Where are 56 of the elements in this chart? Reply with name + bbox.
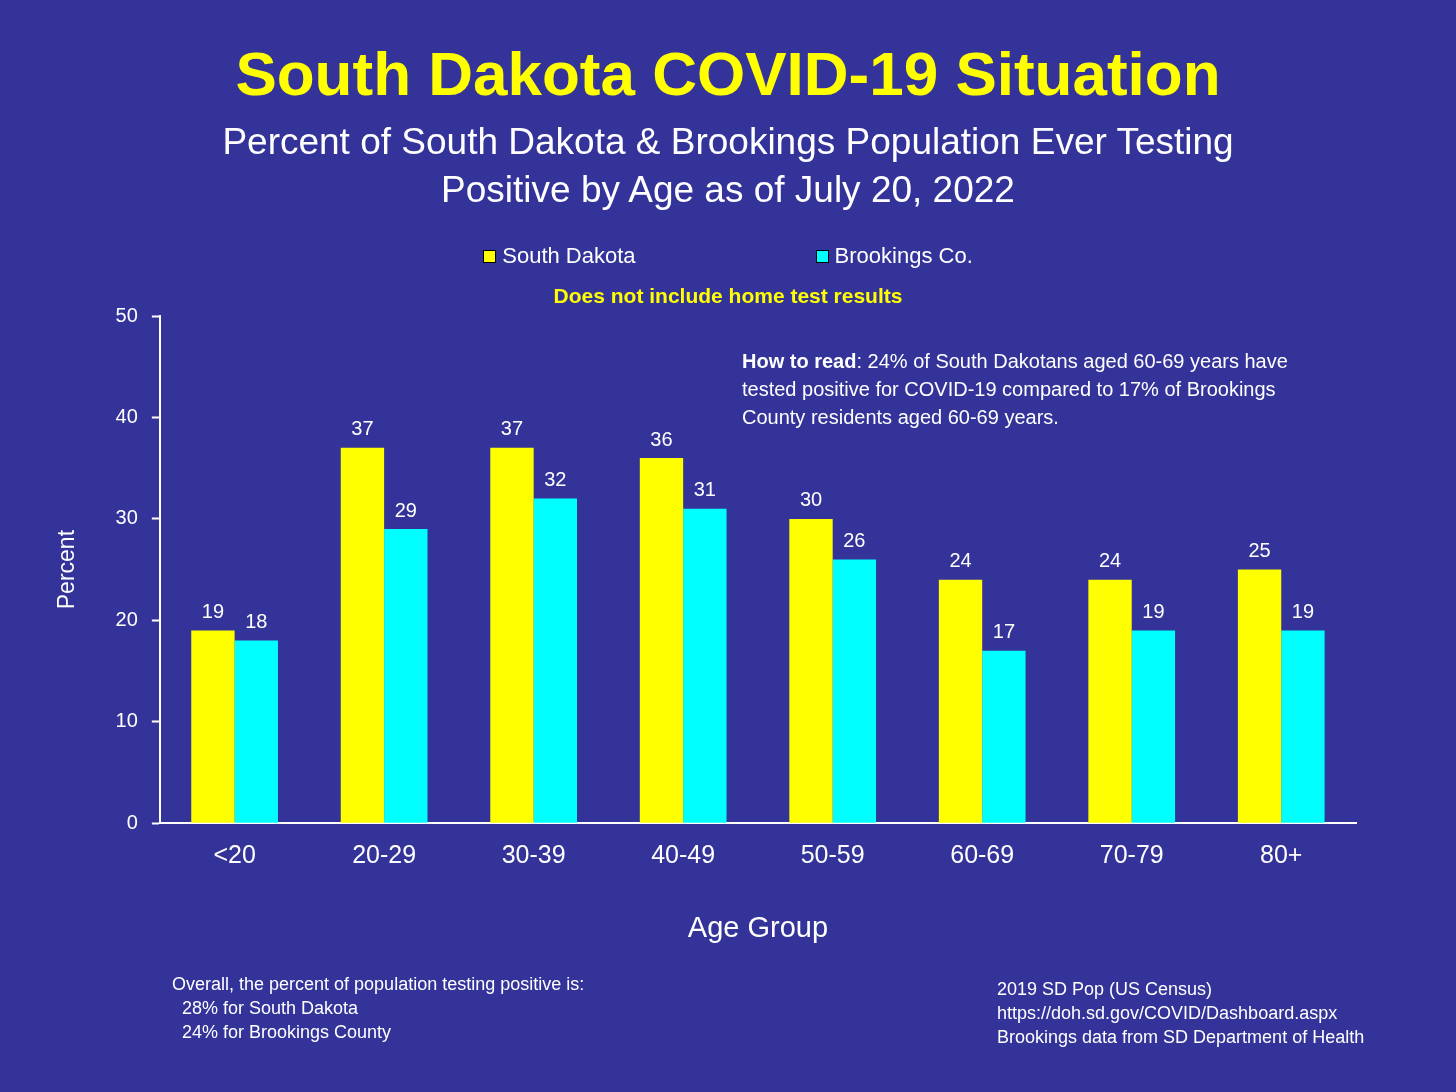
bar: [639, 458, 684, 823]
data-label: 29: [394, 498, 417, 521]
data-label: 24: [949, 549, 972, 572]
x-tick-label: 30-39: [501, 840, 566, 869]
chart-title: South Dakota COVID-19 Situation: [234, 38, 1222, 109]
x-tick-label: 20-29: [352, 840, 417, 869]
bar: [1237, 569, 1282, 823]
y-axis-title: Percent: [53, 529, 80, 610]
bar: [938, 579, 983, 823]
x-tick-label: 70-79: [1099, 840, 1164, 869]
bar: [191, 630, 235, 823]
bar: [490, 447, 534, 823]
text: Overall, the percent of population testing positive is: 28% for South Dakota 24% for Brookings County: [172, 973, 586, 1044]
data-label: 37: [351, 417, 374, 440]
data-label: 36: [650, 427, 673, 450]
x-tick-label: 40-49: [651, 840, 716, 869]
bar: [789, 518, 833, 823]
y-tick-label: 0: [126, 810, 138, 833]
x-axis-title: Age Group: [687, 910, 829, 943]
y-tick-label: 30: [115, 506, 138, 529]
bar: [982, 650, 1026, 823]
data-label: 37: [500, 417, 524, 440]
data-label: 30: [799, 488, 823, 511]
data-label: 19: [201, 599, 225, 622]
data-label: 31: [693, 478, 716, 501]
data-label: 18: [245, 610, 268, 633]
data-label: 32: [544, 468, 567, 491]
data-label: 19: [1291, 599, 1315, 622]
bar: [1088, 579, 1132, 823]
y-tick-label: 40: [115, 404, 138, 427]
y-tick-label: 10: [115, 709, 138, 732]
bar: [1281, 630, 1325, 823]
x-tick-label: 80+: [1260, 840, 1303, 869]
x-tick-label: 60-69: [950, 840, 1015, 869]
bar: [384, 529, 428, 823]
x-tick-label: 50-59: [800, 840, 865, 869]
annotation: How to read: 24% of South Dakotans aged 60-69 years have tested positive for COVID-19 compared to 17% of Brookings County residents aged 60-69 years.: [742, 350, 1288, 428]
data-label: 19: [1142, 599, 1165, 622]
bar: [340, 447, 385, 823]
legend-label: South Dakota: [502, 243, 636, 269]
legend-label: Brookings Co.: [834, 243, 973, 269]
y-tick-label: 20: [115, 607, 138, 630]
data-label: 26: [843, 528, 866, 551]
bar: [533, 498, 578, 823]
data-label: 17: [992, 620, 1016, 643]
text: 2019 SD Pop (US Census) https://doh.sd.gov/COVID/Dashboard.aspx Brookings data from SD Department of Health: [997, 978, 1366, 1049]
bar: [234, 640, 278, 823]
bar: [683, 508, 727, 823]
y-tick-label: 50: [115, 303, 138, 326]
data-label: 25: [1248, 539, 1271, 562]
bar: [832, 559, 877, 823]
data-label: 24: [1098, 549, 1122, 572]
text: Does not include home test results: [553, 284, 903, 307]
x-tick-label: <20: [213, 840, 256, 869]
bar: [1131, 630, 1176, 823]
chart-subtitle: Percent of South Dakota & Brookings Population Ever Testing Positive by Age as of July 20, 2022: [221, 120, 1235, 212]
